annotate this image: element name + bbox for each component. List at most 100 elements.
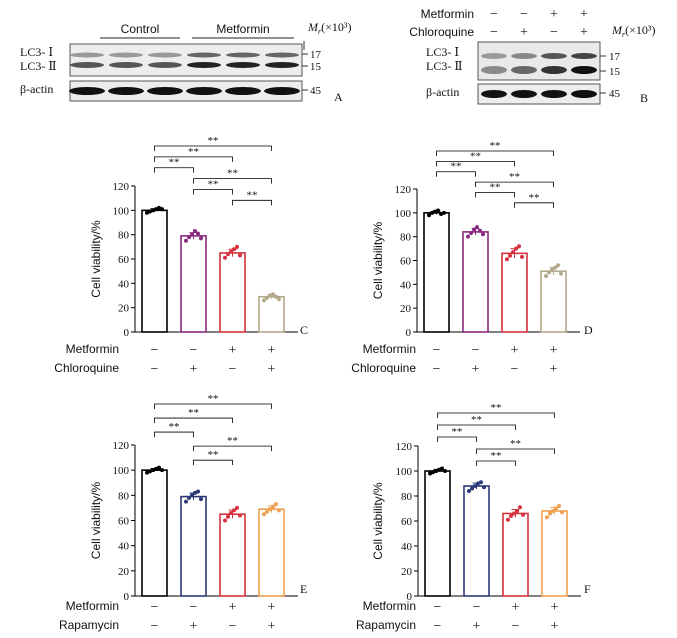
data-point [157, 465, 161, 470]
treatment-sign: + [551, 619, 559, 634]
data-point [157, 205, 161, 210]
y-tick-label: 20 [400, 303, 412, 315]
data-point [434, 469, 438, 473]
significance-bracket [436, 171, 476, 177]
data-point [145, 210, 149, 215]
y-axis-label: Cell viability/% [371, 482, 385, 560]
data-point [475, 225, 479, 230]
lc3-i-band [70, 52, 104, 58]
significance-label: ** [227, 168, 238, 180]
treatment-sign: + [580, 7, 588, 22]
data-point [148, 469, 152, 474]
panel-letter: F [584, 582, 591, 596]
band-label-lc3-ii-b: LC3- Ⅱ [426, 59, 463, 73]
significance-bracket [514, 202, 554, 208]
y-tick-label: 0 [124, 327, 130, 339]
significance-label: ** [208, 178, 219, 190]
data-point [430, 210, 434, 215]
data-point [232, 247, 236, 252]
significance-bracket [232, 199, 272, 206]
significance-label: ** [169, 421, 180, 433]
treatment-sign: + [268, 600, 276, 615]
bar [424, 470, 451, 597]
y-tick-label: 80 [118, 490, 130, 502]
y-tick-label: 0 [124, 591, 130, 603]
band-label-lc3-i: LC3- Ⅰ [20, 45, 53, 59]
treatment-sign: − [490, 7, 498, 22]
lc3-blot-image-b [477, 41, 601, 81]
lc3-i-band [109, 52, 143, 58]
significance-bracket [476, 448, 555, 454]
significance-bracket [193, 459, 233, 466]
y-tick-label: 20 [118, 303, 130, 315]
molecular-weight-unit-b: Mr(×10³) [611, 23, 655, 39]
treatment-sign: + [229, 600, 237, 615]
bar [219, 513, 246, 597]
lc3-ii-band [187, 62, 221, 68]
data-point [515, 509, 519, 513]
significance-label: ** [208, 449, 219, 461]
data-point [268, 507, 272, 512]
lc3-i-band [226, 52, 260, 58]
data-point [223, 255, 227, 260]
blot-panel-a: Control Metformin Mr(×10³) LC3- Ⅰ LC3- Ⅱ… [20, 20, 351, 104]
y-tick-label: 60 [118, 254, 130, 266]
band-label-beta-actin: β-actin [20, 82, 53, 96]
data-point [238, 513, 242, 518]
treatment-row-label: Chloroquine [54, 361, 119, 375]
bar [541, 510, 568, 597]
lc3-i-band [148, 52, 182, 58]
marker-label-17: 17 [310, 49, 322, 61]
data-point [277, 508, 281, 513]
chart-panel-d: 0 20 40 60 80 100 120 Cell viability/% ** ** ** ** *… [351, 140, 593, 377]
data-point [223, 518, 227, 523]
group-label-control: Control [121, 22, 160, 36]
data-point [478, 228, 482, 233]
bar [502, 512, 529, 597]
data-point [235, 244, 239, 249]
data-point [229, 510, 233, 515]
lc3-ii-band [541, 66, 567, 74]
data-point [466, 234, 470, 239]
data-point [506, 517, 510, 522]
molecular-weight-unit: Mr(×10³) [307, 20, 351, 36]
data-point [517, 244, 521, 249]
y-tick-label: 0 [406, 327, 412, 339]
chart-panel-e: 0 20 40 60 80 100 120 Cell viability/% ** ** ** ** *… [59, 393, 307, 634]
data-point [436, 208, 440, 213]
treatment-row-label: Metformin [66, 342, 119, 356]
treatment-sign: − [190, 343, 198, 358]
data-point [268, 293, 272, 298]
treatment-sign: + [512, 600, 520, 615]
treatment-row-label: Metformin [363, 599, 416, 613]
data-point [148, 209, 152, 214]
treatment-sign: + [511, 343, 519, 358]
actin-band [147, 87, 183, 95]
data-point [482, 485, 486, 490]
data-point [479, 480, 483, 485]
data-point [154, 207, 158, 212]
actin-band [264, 87, 300, 95]
treatment-row-label: Chloroquine [351, 361, 416, 375]
blot-panel-b: Metformin Chloroquine − − + +− + − + Mr(×10³) … [409, 7, 655, 105]
y-tick-label: 100 [113, 205, 130, 217]
treatment-sign: − [229, 362, 237, 377]
data-point [229, 249, 233, 254]
significance-label: ** [490, 181, 501, 193]
actin-band [186, 87, 222, 95]
lc3-ii-band [571, 66, 597, 74]
data-point [196, 231, 200, 236]
data-point [271, 292, 275, 297]
data-point [262, 298, 266, 303]
bar [180, 235, 207, 333]
significance-bracket [436, 150, 554, 156]
significance-bracket [437, 412, 555, 418]
lc3-ii-band [109, 62, 143, 68]
significance-bracket [154, 167, 194, 173]
data-point [518, 505, 522, 510]
treatment-sign: − [151, 600, 159, 615]
treatment-sign: + [550, 343, 558, 358]
data-point [193, 229, 197, 234]
data-point [437, 467, 441, 472]
panel-letter: C [300, 323, 308, 337]
